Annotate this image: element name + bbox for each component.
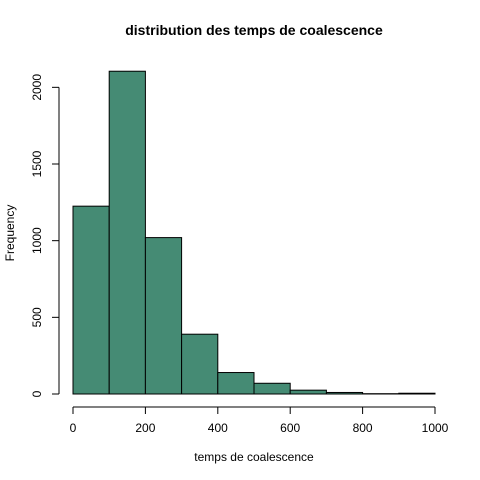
histogram-bar-2 — [108, 70, 146, 395]
chart-title: distribution des temps de coalescence — [125, 22, 383, 38]
x-tick-label-0: 0 — [70, 421, 77, 435]
x-tick-label-400: 400 — [208, 421, 228, 435]
x-tick-label-800: 800 — [353, 421, 373, 435]
histogram-bar-8 — [325, 391, 364, 395]
x-tick-label-1000: 1000 — [422, 421, 449, 435]
y-tick-label-0: 0 — [30, 390, 44, 397]
x-axis-label: temps de coalescence — [194, 450, 314, 464]
y-tick-label-2000: 2000 — [30, 74, 44, 101]
histogram-bar-10 — [398, 392, 436, 395]
y-axis-label: Frequency — [3, 205, 17, 262]
histogram-bar-1 — [72, 205, 110, 395]
x-tick-label-600: 600 — [280, 421, 300, 435]
histogram-bar-5 — [217, 372, 255, 395]
y-tick-label-1500: 1500 — [30, 150, 44, 177]
histogram-bar-3 — [144, 237, 183, 395]
x-tick-label-200: 200 — [135, 421, 155, 435]
histogram-bar-7 — [289, 389, 327, 395]
y-tick-label-500: 500 — [30, 307, 44, 327]
histogram-bar-6 — [253, 382, 291, 395]
y-tick-label-1000: 1000 — [30, 227, 44, 254]
histogram-bar-4 — [181, 333, 219, 395]
